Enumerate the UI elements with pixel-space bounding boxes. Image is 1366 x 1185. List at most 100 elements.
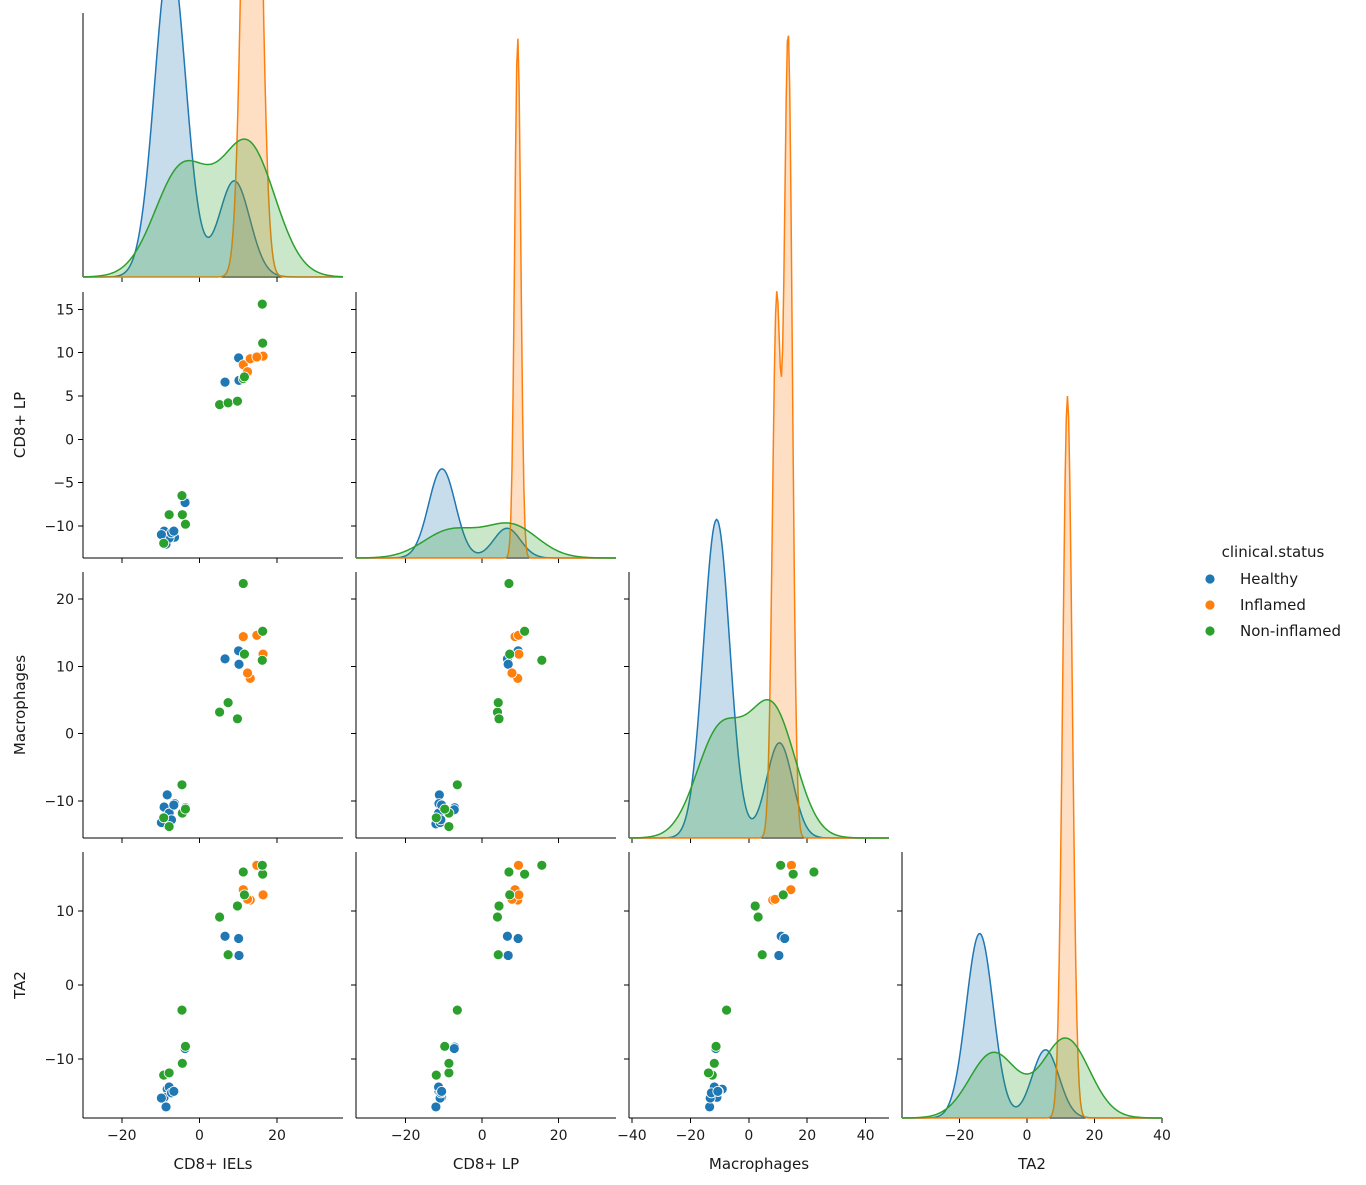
y-tick-label: 5 <box>65 389 74 405</box>
kde-line-non-inflamed <box>355 522 617 559</box>
scatter-point-non-inflamed <box>492 949 504 961</box>
scatter-point-non-inflamed <box>808 866 820 878</box>
scatter-point-non-inflamed <box>176 509 188 521</box>
scatter-point-inflamed <box>786 859 797 871</box>
legend-marker-inflamed <box>1204 599 1216 611</box>
x-tick-label: 0 <box>744 1128 753 1144</box>
scatter-point-inflamed <box>513 859 524 871</box>
scatter-point-non-inflamed <box>176 779 188 791</box>
y-axis-label-cd8-lp: CD8+ LP <box>11 392 29 458</box>
scatter-point-healthy <box>168 799 180 811</box>
y-tick-label: −10 <box>44 794 74 810</box>
scatter-point-inflamed <box>769 893 781 905</box>
scatter-point-non-inflamed <box>519 625 531 637</box>
y-tick-label: −10 <box>44 1052 74 1068</box>
scatter-point-non-inflamed <box>163 821 175 832</box>
scatter-point-non-inflamed <box>237 866 249 878</box>
scatter-point-healthy <box>168 525 180 537</box>
scatter-point-inflamed <box>257 889 269 901</box>
scatter-point-non-inflamed <box>721 1004 732 1016</box>
scatter-point-non-inflamed <box>708 1057 720 1069</box>
scatter-point-non-inflamed <box>222 949 234 961</box>
x-axis-label-cd8-iels: CD8+ IELs <box>174 1155 253 1173</box>
scatter-point-healthy <box>773 950 785 961</box>
scatter-point-non-inflamed <box>256 298 268 310</box>
y-tick-label: 0 <box>65 978 74 994</box>
x-tick-label: 20 <box>798 1128 816 1144</box>
scatter-point-non-inflamed <box>214 706 226 718</box>
scatter-point-healthy <box>512 933 524 944</box>
scatter-point-healthy <box>448 1043 460 1054</box>
kde-line-non-inflamed <box>82 138 344 278</box>
panel-ta2-vs-cd8-iels: −20 0 20 −10 0 10 <box>44 852 343 1144</box>
scatter-point-non-inflamed <box>756 949 768 961</box>
scatter-point-inflamed <box>513 889 525 901</box>
scatter-point-non-inflamed <box>519 868 531 880</box>
x-tick-label: 0 <box>195 1128 204 1144</box>
scatter-point-non-inflamed <box>443 1057 455 1069</box>
scatter-point-non-inflamed <box>239 371 250 383</box>
x-tick-label: 20 <box>1086 1128 1104 1144</box>
y-tick-label: −5 <box>53 476 74 492</box>
x-axis-label-macrophages: Macrophages <box>709 1155 809 1173</box>
scatter-point-non-inflamed <box>232 713 243 725</box>
x-tick-label: 40 <box>1153 1128 1171 1144</box>
scatter-point-non-inflamed <box>256 654 268 666</box>
scatter-point-healthy <box>155 1092 167 1104</box>
panel-cd8-lp-vs-cd8-lp <box>351 38 617 563</box>
kde-fill-healthy <box>902 933 1162 1118</box>
panel-ta2-vs-macrophages: −40 −20 0 20 40 <box>617 852 889 1144</box>
kde-line-non-inflamed <box>901 1037 1162 1119</box>
x-tick-label: 40 <box>857 1128 875 1144</box>
kde-line-inflamed <box>356 38 616 559</box>
scatter-point-healthy <box>233 933 245 944</box>
scatter-point-non-inflamed <box>180 803 191 815</box>
scatter-point-healthy <box>704 1101 716 1113</box>
x-tick-label: 0 <box>478 1128 487 1144</box>
panel-macrophages-vs-cd8-iels: −10 0 10 20 <box>44 572 343 843</box>
scatter-point-non-inflamed <box>503 866 515 878</box>
y-axis-label-macrophages: Macrophages <box>11 655 29 755</box>
legend-label-non-inflamed: Non-inflamed <box>1240 622 1341 640</box>
scatter-point-healthy <box>219 653 231 665</box>
scatter-point-non-inflamed <box>451 1004 463 1016</box>
scatter-point-non-inflamed <box>176 1004 188 1016</box>
scatter-point-non-inflamed <box>439 803 451 815</box>
kde-fill-non-inflamed <box>629 699 889 838</box>
scatter-point-healthy <box>160 1101 172 1113</box>
scatter-point-healthy <box>502 930 513 942</box>
x-tick-label: −20 <box>945 1128 975 1144</box>
scatter-point-non-inflamed <box>536 654 548 666</box>
scatter-point-inflamed <box>242 667 253 679</box>
scatter-point-non-inflamed <box>787 868 799 880</box>
legend-title: clinical.status <box>1222 543 1325 561</box>
scatter-point-non-inflamed <box>492 911 503 923</box>
scatter-point-non-inflamed <box>180 1040 191 1052</box>
kde-line-non-inflamed <box>628 698 889 839</box>
scatter-point-healthy <box>219 930 231 942</box>
scatter-point-non-inflamed <box>492 697 504 709</box>
legend-label-healthy: Healthy <box>1240 570 1298 588</box>
panel-cd8-iels-vs-cd8-iels <box>82 0 344 282</box>
scatter-point-healthy <box>779 933 791 944</box>
legend-label-inflamed: Inflamed <box>1240 596 1306 614</box>
y-tick-label: 10 <box>56 346 74 362</box>
scatter-point-inflamed <box>251 351 263 363</box>
y-tick-label: 0 <box>65 432 74 448</box>
panel-ta2-vs-ta2: −20 0 20 40 <box>897 396 1171 1144</box>
scatter-point-non-inflamed <box>158 812 170 824</box>
panel-cd8-lp-vs-cd8-iels: −10 −5 0 5 10 15 <box>44 292 343 563</box>
scatter-point-non-inflamed <box>237 578 249 589</box>
legend: clinical.status Healthy Inflamed Non-inflam… <box>1204 543 1341 640</box>
kde-fill-non-inflamed <box>356 522 616 558</box>
scatter-point-non-inflamed <box>163 1067 175 1079</box>
scatter-point-non-inflamed <box>176 490 188 502</box>
scatter-point-non-inflamed <box>239 889 250 901</box>
scatter-point-non-inflamed <box>232 900 243 912</box>
scatter-point-non-inflamed <box>777 889 789 901</box>
scatter-point-non-inflamed <box>439 1040 451 1052</box>
x-tick-label: 20 <box>550 1128 568 1144</box>
x-tick-label: −20 <box>391 1128 421 1144</box>
kde-fill-non-inflamed <box>83 139 343 277</box>
